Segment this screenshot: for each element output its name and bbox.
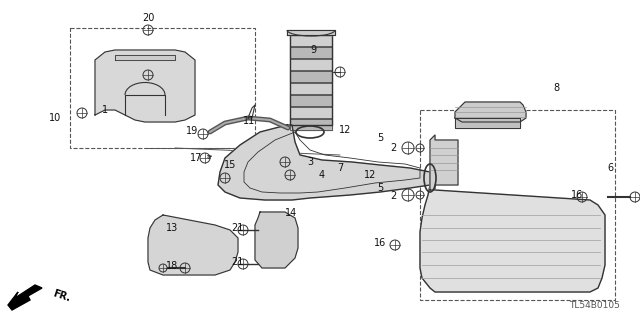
Text: 11: 11 (243, 116, 255, 126)
Text: 21: 21 (231, 257, 243, 267)
Polygon shape (420, 185, 605, 292)
Text: FR.: FR. (52, 288, 72, 304)
Text: TL54B0105: TL54B0105 (569, 301, 620, 310)
Text: 21: 21 (231, 223, 243, 233)
Text: 3: 3 (307, 157, 313, 167)
Polygon shape (287, 30, 335, 35)
Text: 9: 9 (310, 45, 316, 55)
Polygon shape (290, 71, 332, 82)
Polygon shape (95, 50, 195, 122)
Text: 16: 16 (571, 190, 583, 200)
Polygon shape (290, 35, 332, 46)
Text: 14: 14 (285, 208, 297, 218)
Text: 8: 8 (553, 83, 559, 93)
Text: 4: 4 (319, 170, 325, 180)
Text: 1: 1 (102, 105, 108, 115)
Polygon shape (290, 83, 332, 94)
Polygon shape (290, 119, 332, 130)
Polygon shape (290, 59, 332, 70)
Polygon shape (290, 107, 332, 118)
Text: 7: 7 (337, 163, 343, 173)
Text: 12: 12 (339, 125, 351, 135)
Polygon shape (255, 212, 298, 268)
Polygon shape (455, 102, 526, 122)
Text: 20: 20 (142, 13, 154, 23)
Text: 16: 16 (374, 238, 386, 248)
Text: 13: 13 (166, 223, 178, 233)
Text: 19: 19 (186, 126, 198, 136)
Polygon shape (148, 215, 238, 275)
Polygon shape (430, 135, 458, 190)
Text: 15: 15 (224, 160, 236, 170)
Polygon shape (290, 47, 332, 58)
Text: 17: 17 (190, 153, 202, 163)
Polygon shape (455, 118, 520, 128)
Polygon shape (218, 125, 430, 200)
Text: 10: 10 (49, 113, 61, 123)
Polygon shape (290, 95, 332, 106)
Text: 2: 2 (390, 191, 396, 201)
Text: 6: 6 (607, 163, 613, 173)
Polygon shape (8, 285, 42, 310)
Text: 5: 5 (377, 133, 383, 143)
Text: 18: 18 (166, 261, 178, 271)
Text: 12: 12 (364, 170, 376, 180)
Text: 2: 2 (390, 143, 396, 153)
Bar (70, 28, 255, 148)
Bar (420, 110, 615, 300)
Polygon shape (115, 55, 175, 60)
Text: 5: 5 (377, 183, 383, 193)
